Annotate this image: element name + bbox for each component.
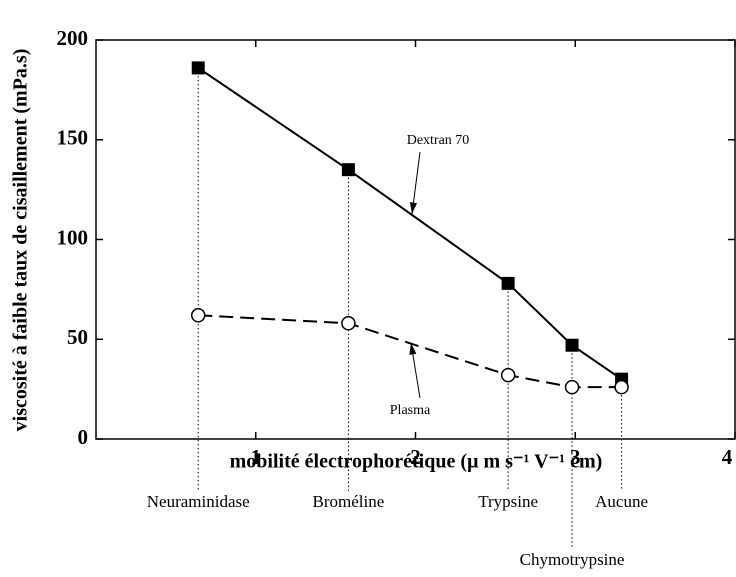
point-label: Neuraminidase (147, 492, 250, 511)
y-axis-label: viscosité à faible taux de cisaillement … (10, 49, 32, 432)
marker (500, 367, 516, 383)
point-label: Aucune (595, 492, 648, 511)
x-tick-label: 3 (570, 445, 581, 469)
marker (191, 61, 205, 75)
x-tick-label: 2 (410, 445, 421, 469)
point-label: Chymotrypsine (520, 550, 625, 569)
legend-label: Plasma (390, 403, 431, 418)
plot-frame (95, 39, 736, 440)
arrow-head (409, 343, 417, 355)
x-tick-label: 1 (251, 445, 262, 469)
arrow-head (409, 202, 417, 214)
point-label: Broméline (313, 492, 385, 511)
y-tick-label: 100 (57, 225, 89, 249)
series-line (197, 67, 623, 380)
marker (564, 379, 580, 395)
point-label: Trypsine (478, 492, 538, 511)
marker (501, 276, 515, 290)
x-tick-label: 4 (722, 445, 733, 469)
y-tick-label: 0 (78, 425, 89, 449)
y-tick-label: 150 (57, 126, 89, 150)
marker (565, 338, 579, 352)
marker (341, 316, 356, 331)
marker (614, 379, 629, 395)
marker (190, 308, 206, 323)
y-tick-label: 50 (67, 325, 88, 349)
marker (341, 163, 355, 177)
y-tick-label: 200 (57, 26, 89, 50)
legend-label: Dextran 70 (407, 133, 470, 148)
x-axis-label: mobilité électrophorétique (µ m s⁻¹ V⁻¹ … (230, 451, 603, 473)
